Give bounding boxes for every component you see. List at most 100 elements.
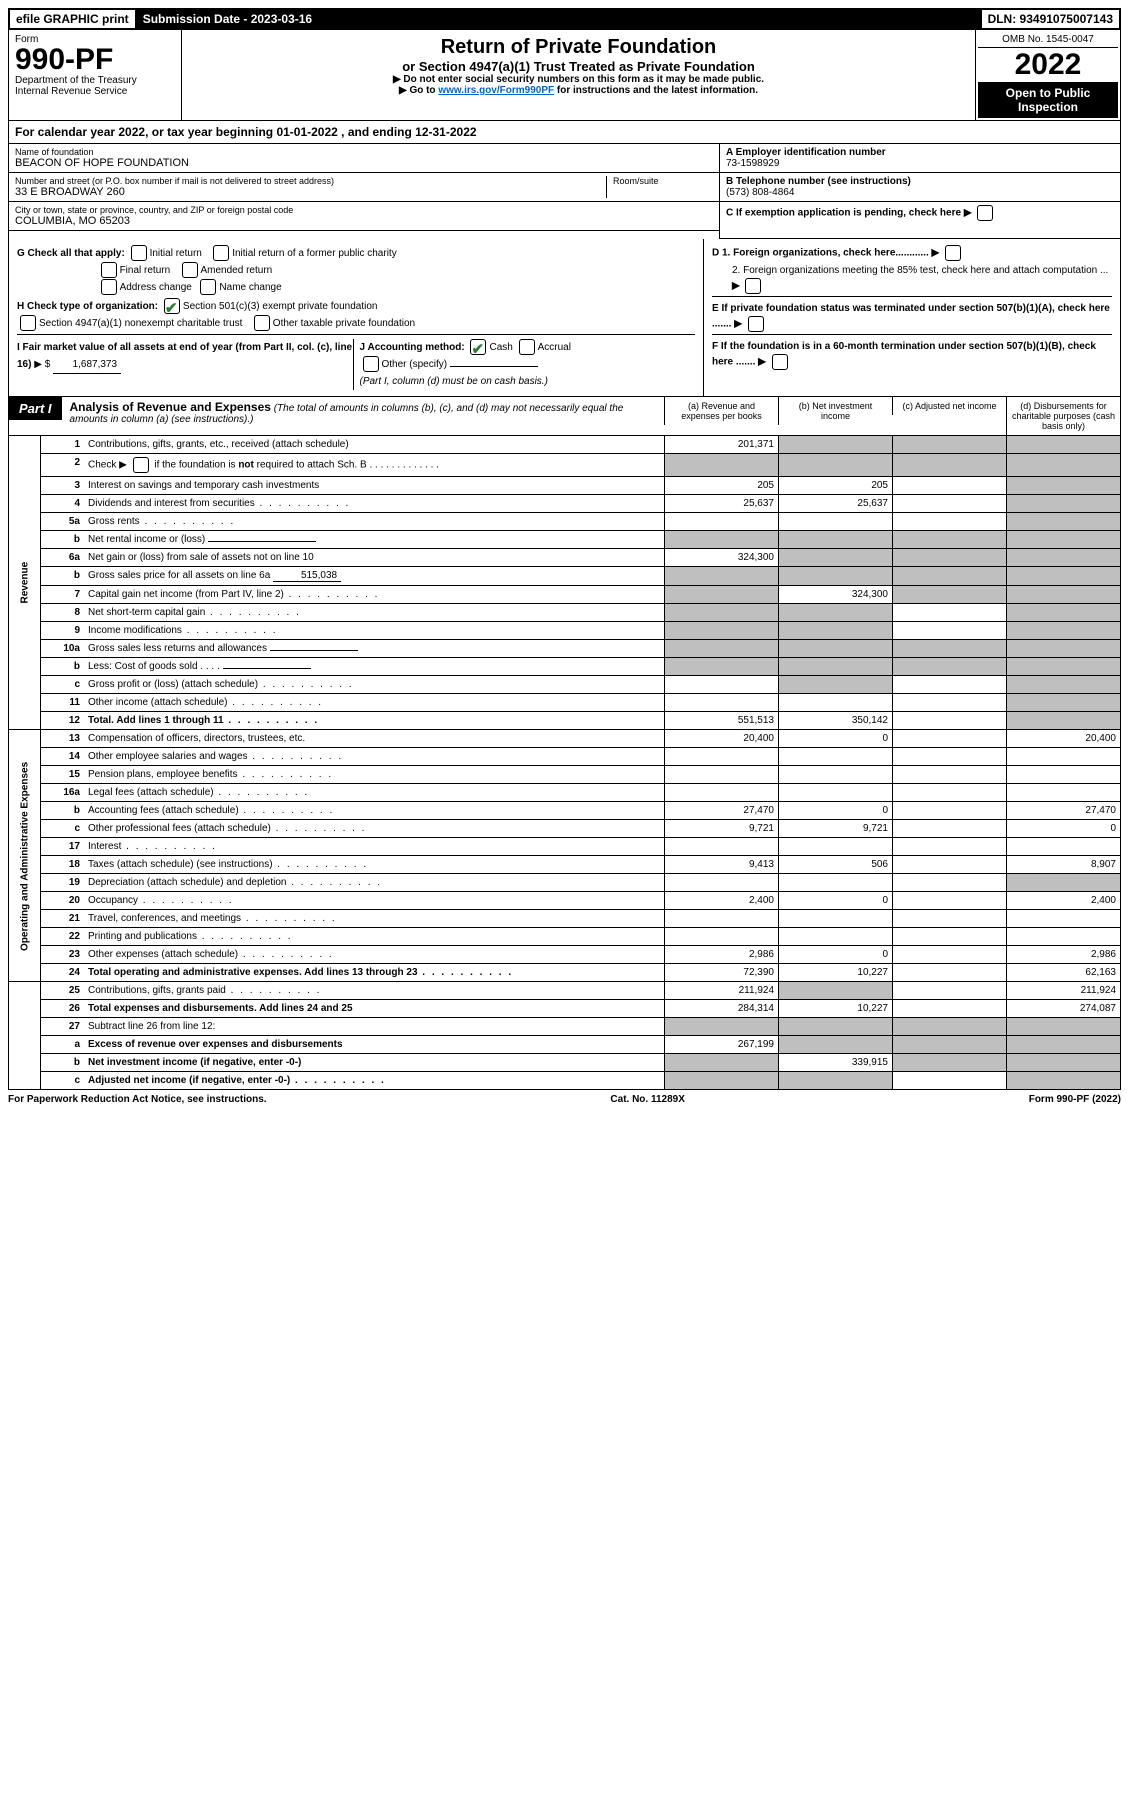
check-left: G Check all that apply: Initial return I… xyxy=(9,239,703,396)
r1-a: 201,371 xyxy=(665,436,779,454)
r13-num: 13 xyxy=(41,730,85,748)
final-return-checkbox[interactable] xyxy=(101,262,117,278)
s4947-checkbox[interactable] xyxy=(20,315,36,331)
d1-checkbox[interactable] xyxy=(945,245,961,261)
r6b-c xyxy=(893,567,1007,586)
d2-label: 2. Foreign organizations meeting the 85%… xyxy=(732,265,1108,276)
amended-checkbox[interactable] xyxy=(182,262,198,278)
r19-b xyxy=(779,874,893,892)
dept: Department of the Treasury xyxy=(15,75,175,86)
r27a-d xyxy=(1007,1036,1121,1054)
cash-checkbox[interactable] xyxy=(470,339,486,355)
r17-num: 17 xyxy=(41,838,85,856)
r15-c xyxy=(893,766,1007,784)
r17-c xyxy=(893,838,1007,856)
address: 33 E BROADWAY 260 xyxy=(15,186,606,198)
schb-checkbox[interactable] xyxy=(133,457,149,473)
table-row: 2Check ▶ if the foundation is not requir… xyxy=(9,454,1121,477)
r14-c xyxy=(893,748,1007,766)
r18-c xyxy=(893,856,1007,874)
r5a-desc: Gross rents xyxy=(84,513,665,531)
tax-year: 2022 xyxy=(978,48,1118,82)
r3-b: 205 xyxy=(779,477,893,495)
c-checkbox[interactable] xyxy=(977,205,993,221)
r17-d xyxy=(1007,838,1121,856)
col-a-header: (a) Revenue and expenses per books xyxy=(664,397,778,425)
initial-former-checkbox[interactable] xyxy=(213,245,229,261)
table-row: aExcess of revenue over expenses and dis… xyxy=(9,1036,1121,1054)
r3-desc: Interest on savings and temporary cash i… xyxy=(84,477,665,495)
f-checkbox[interactable] xyxy=(772,354,788,370)
r10a-b xyxy=(779,640,893,658)
col-c-header: (c) Adjusted net income xyxy=(892,397,1006,415)
r16b-c xyxy=(893,802,1007,820)
f-label: F If the foundation is in a 60-month ter… xyxy=(712,341,1096,368)
r6b-b xyxy=(779,567,893,586)
r10b-b xyxy=(779,658,893,676)
r6a-d xyxy=(1007,549,1121,567)
address-change-checkbox[interactable] xyxy=(101,279,117,295)
accrual-checkbox[interactable] xyxy=(519,339,535,355)
footer-mid: Cat. No. 11289X xyxy=(610,1094,684,1105)
r18-d: 8,907 xyxy=(1007,856,1121,874)
open-public: Open to Public Inspection xyxy=(978,82,1118,118)
r10b-num: b xyxy=(41,658,85,676)
form-number: 990-PF xyxy=(15,45,175,75)
part1-title: Analysis of Revenue and Expenses (The to… xyxy=(62,397,664,428)
city-cell: City or town, state or province, country… xyxy=(9,202,719,231)
d2-row: 2. Foreign organizations meeting the 85%… xyxy=(712,263,1112,294)
r21-c xyxy=(893,910,1007,928)
r20-d: 2,400 xyxy=(1007,892,1121,910)
r4-a: 25,637 xyxy=(665,495,779,513)
form-title: Return of Private Foundation xyxy=(188,36,969,59)
footer-left: For Paperwork Reduction Act Notice, see … xyxy=(8,1094,267,1105)
initial-return-checkbox[interactable] xyxy=(131,245,147,261)
r18-a: 9,413 xyxy=(665,856,779,874)
name-label: Name of foundation xyxy=(15,147,713,157)
r20-b: 0 xyxy=(779,892,893,910)
r24-d: 62,163 xyxy=(1007,964,1121,982)
initial-return: Initial return xyxy=(150,248,202,259)
final-return: Final return xyxy=(120,265,171,276)
r10c-b xyxy=(779,676,893,694)
ij-row: I Fair market value of all assets at end… xyxy=(17,334,695,390)
r4-d xyxy=(1007,495,1121,513)
table-row: 7Capital gain net income (from Part IV, … xyxy=(9,586,1121,604)
r10a-blank xyxy=(270,650,358,651)
r17-a xyxy=(665,838,779,856)
r22-c xyxy=(893,928,1007,946)
other-specify xyxy=(450,366,538,367)
r5a-b xyxy=(779,513,893,531)
r21-d xyxy=(1007,910,1121,928)
d2-checkbox[interactable] xyxy=(745,278,761,294)
g-label: G Check all that apply: xyxy=(17,248,125,259)
foundation-name: BEACON OF HOPE FOUNDATION xyxy=(15,157,713,169)
address-change: Address change xyxy=(120,282,192,293)
name-change-checkbox[interactable] xyxy=(200,279,216,295)
e-checkbox[interactable] xyxy=(748,316,764,332)
room-label: Room/suite xyxy=(613,176,713,186)
r10a-text: Gross sales less returns and allowances xyxy=(88,643,267,654)
r17-b xyxy=(779,838,893,856)
other-taxable-checkbox[interactable] xyxy=(254,315,270,331)
table-row: 4Dividends and interest from securities2… xyxy=(9,495,1121,513)
name-change: Name change xyxy=(219,282,281,293)
j-other: Other (specify) xyxy=(382,359,448,370)
r26-c xyxy=(893,1000,1007,1018)
table-row: bLess: Cost of goods sold . . . . xyxy=(9,658,1121,676)
form-link[interactable]: www.irs.gov/Form990PF xyxy=(438,85,554,96)
r23-d: 2,986 xyxy=(1007,946,1121,964)
r10a-desc: Gross sales less returns and allowances xyxy=(84,640,665,658)
r23-a: 2,986 xyxy=(665,946,779,964)
r16b-desc: Accounting fees (attach schedule) xyxy=(84,802,665,820)
j-accrual: Accrual xyxy=(538,342,571,353)
r5b-d xyxy=(1007,531,1121,549)
submission-date: Submission Date - 2023-03-16 xyxy=(137,10,320,28)
r9-b xyxy=(779,622,893,640)
r4-num: 4 xyxy=(41,495,85,513)
r8-num: 8 xyxy=(41,604,85,622)
r10b-text: Less: Cost of goods sold xyxy=(88,661,198,672)
r13-a: 20,400 xyxy=(665,730,779,748)
other-method-checkbox[interactable] xyxy=(363,356,379,372)
s501-checkbox[interactable] xyxy=(164,298,180,314)
